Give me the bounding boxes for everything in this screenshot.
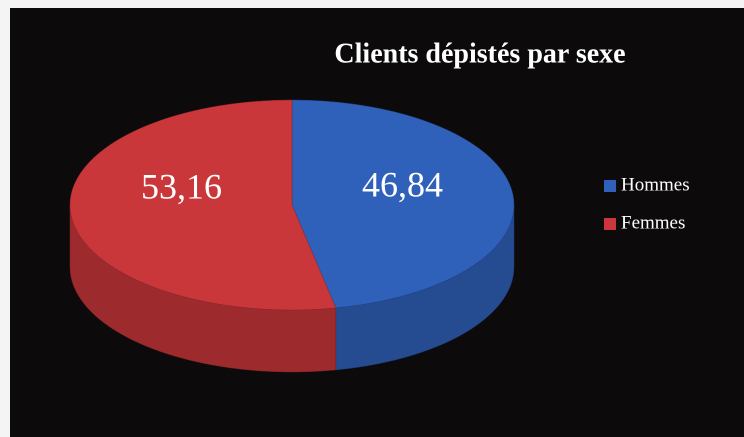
- chart-title: Clients dépistés par sexe: [334, 38, 625, 69]
- pie-slice: [291, 99, 515, 309]
- data-label: 53,16: [141, 167, 222, 207]
- legend-label: Femmes: [621, 212, 685, 233]
- legend-swatch: [604, 218, 616, 230]
- legend-swatch: [604, 180, 616, 192]
- data-label: 46,84: [362, 164, 443, 204]
- legend-label: Hommes: [621, 174, 690, 195]
- pie-slice: [69, 99, 337, 311]
